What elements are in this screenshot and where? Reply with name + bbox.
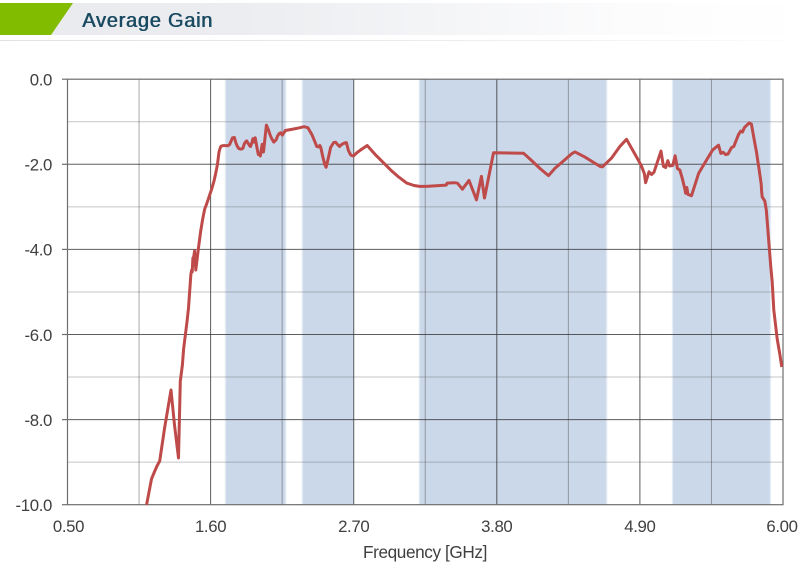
svg-text:-8.0: -8.0 [24,411,52,430]
svg-text:0.50: 0.50 [53,517,84,536]
svg-text:-4.0: -4.0 [24,241,52,260]
svg-text:1.60: 1.60 [195,517,226,536]
svg-text:4.90: 4.90 [624,517,655,536]
svg-text:-10.0: -10.0 [16,496,53,515]
svg-text:3.80: 3.80 [481,517,512,536]
svg-text:6.00: 6.00 [766,517,797,536]
svg-text:2.70: 2.70 [338,517,369,536]
svg-text:0.0: 0.0 [30,71,52,90]
svg-text:-2.0: -2.0 [24,156,52,175]
svg-text:-6.0: -6.0 [24,326,52,345]
svg-text:Frequency [GHz]: Frequency [GHz] [363,542,487,562]
